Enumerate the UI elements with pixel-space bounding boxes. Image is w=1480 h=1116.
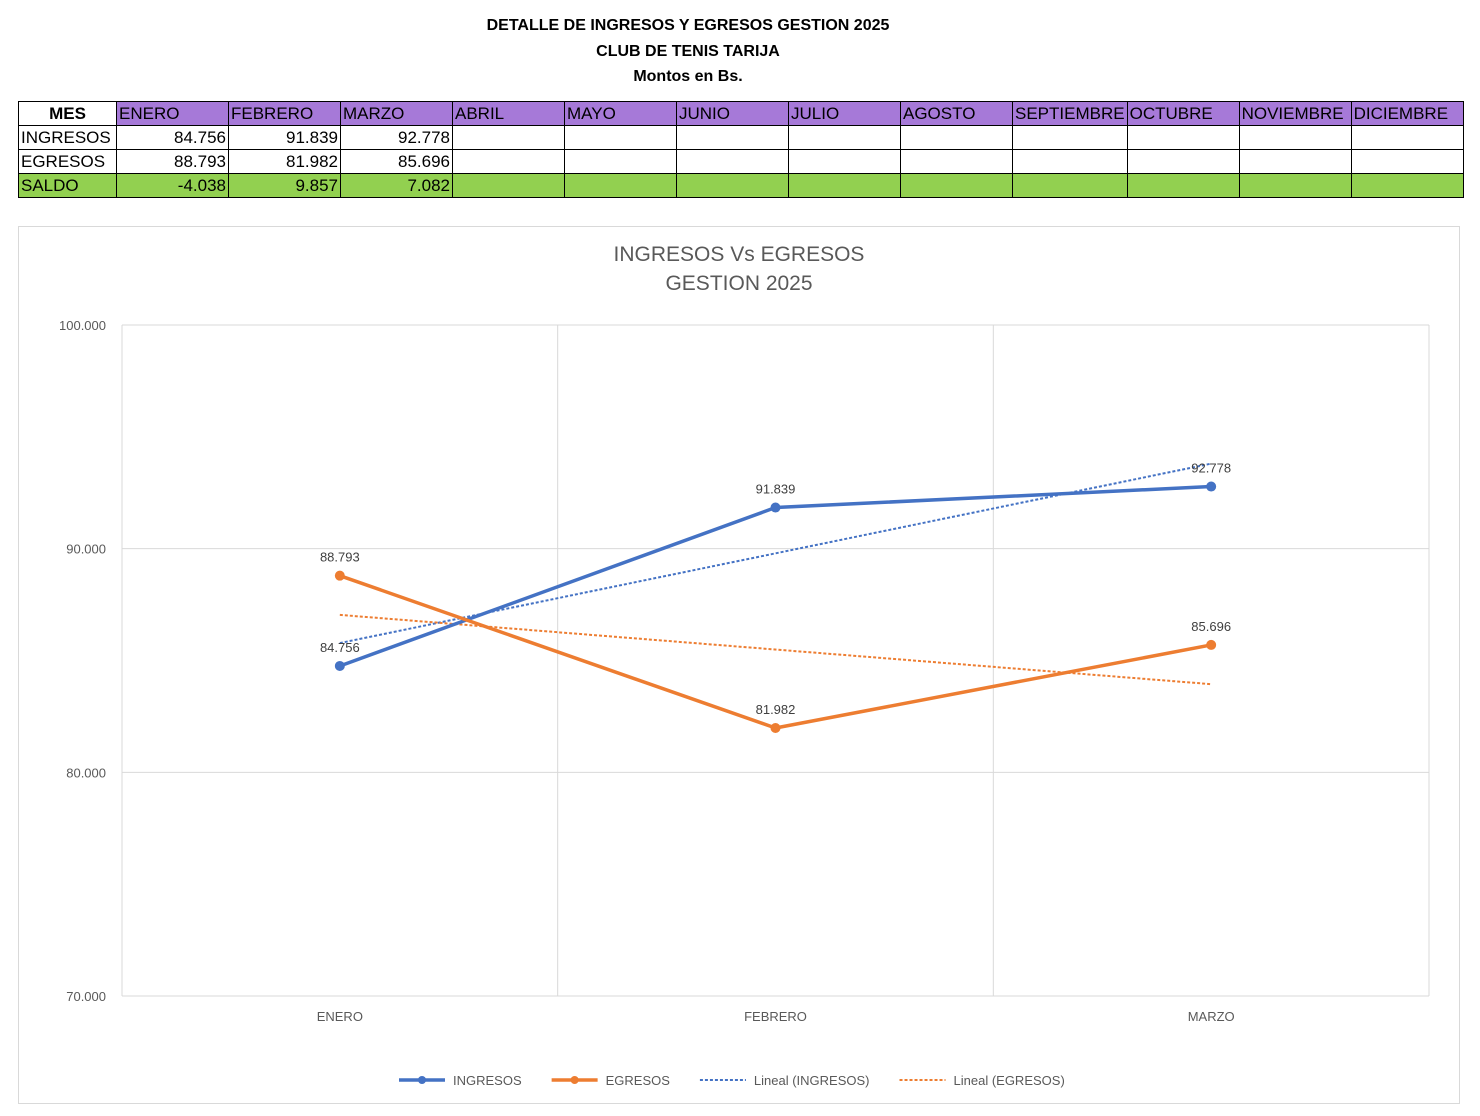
y-tick-label: 100.000 [59, 318, 106, 333]
cell-ingresos-junio[interactable] [676, 125, 789, 150]
cell-ingresos-diciembre[interactable] [1350, 125, 1464, 150]
data-point-ingresos [334, 660, 345, 671]
club-name: CLUB DE TENIS TARIJA [596, 43, 780, 60]
legend-marker-egresos [570, 1076, 579, 1084]
cell-ingresos-febrero[interactable]: 91.839 [228, 125, 341, 150]
legend-label-egresos: EGRESOS [606, 1073, 671, 1088]
data-label-ingresos: 92.778 [1191, 461, 1231, 476]
header-cell-febrero[interactable]: FEBRERO [228, 101, 341, 126]
cell-egresos-mayo[interactable] [564, 149, 677, 174]
cell-ingresos-octubre[interactable] [1126, 125, 1240, 150]
header-cell-marzo[interactable]: MARZO [340, 101, 453, 126]
cell-saldo-marzo[interactable]: 7.082 [340, 173, 453, 198]
header-cell-octubre[interactable]: OCTUBRE [1126, 101, 1240, 126]
data-label-egresos: 85.696 [1191, 619, 1231, 634]
data-point-egresos [334, 570, 345, 581]
cell-egresos-abril[interactable] [452, 149, 565, 174]
data-label-egresos: 88.793 [320, 550, 360, 565]
cell-ingresos-septiembre[interactable] [1012, 125, 1128, 150]
series-line-ingresos [338, 484, 1213, 668]
cell-ingresos-mayo[interactable] [564, 125, 677, 150]
header-cell-julio[interactable]: JULIO [788, 101, 901, 126]
chart-title-line-1: INGRESOS Vs EGRESOS [614, 243, 865, 266]
row-label-ingresos[interactable]: INGRESOS [18, 125, 117, 150]
cell-egresos-septiembre[interactable] [1012, 149, 1128, 174]
data-point-ingresos [1206, 481, 1217, 492]
data-label-ingresos: 91.839 [756, 482, 796, 497]
table-row-ingresos: INGRESOS 84.756 91.839 92.778 [18, 125, 1464, 150]
report-title: DETALLE DE INGRESOS Y EGRESOS GESTION 20… [486, 17, 890, 34]
cell-egresos-octubre[interactable] [1126, 149, 1240, 174]
header-cell-enero[interactable]: ENERO [116, 101, 229, 126]
header-cell-abril[interactable]: ABRIL [452, 101, 565, 126]
table-row-saldo: SALDO -4.038 9.857 7.082 [18, 173, 1464, 198]
cell-saldo-julio[interactable] [788, 173, 901, 198]
cell-ingresos-enero[interactable]: 84.756 [116, 125, 229, 150]
data-point-egresos [1206, 639, 1217, 650]
cell-ingresos-julio[interactable] [788, 125, 901, 150]
table-row-egresos: EGRESOS 88.793 81.982 85.696 [18, 149, 1464, 174]
cell-saldo-enero[interactable]: -4.038 [116, 173, 229, 198]
cell-egresos-agosto[interactable] [900, 149, 1013, 174]
header-cell-septiembre[interactable]: SEPTIEMBRE [1012, 101, 1128, 126]
cell-saldo-febrero[interactable]: 9.857 [228, 173, 341, 198]
table-header-row: MES ENERO FEBRERO MARZO ABRIL MAYO JUNIO JULIO A… [18, 101, 1464, 126]
header-cell-noviembre[interactable]: NOVIEMBRE [1238, 101, 1352, 126]
summary-table: MES ENERO FEBRERO MARZO ABRIL MAYO JUNIO JULIO A… [18, 101, 1464, 198]
x-tick-label: MARZO [1188, 1009, 1235, 1024]
data-label-egresos: 81.982 [756, 702, 796, 717]
cell-egresos-junio[interactable] [676, 149, 789, 174]
currency-note: Montos en Bs. [633, 68, 743, 85]
cell-saldo-junio[interactable] [676, 173, 789, 198]
header-cell-mes[interactable]: MES [18, 101, 117, 126]
header-cell-mayo[interactable]: MAYO [564, 101, 677, 126]
y-tick-label: 90.000 [66, 542, 106, 557]
cell-egresos-marzo[interactable]: 85.696 [340, 149, 453, 174]
header-cell-diciembre[interactable]: DICIEMBRE [1350, 101, 1464, 126]
legend-marker-ingresos [418, 1076, 426, 1084]
cell-egresos-diciembre[interactable] [1350, 149, 1464, 174]
row-label-egresos[interactable]: EGRESOS [18, 149, 117, 174]
legend-label-lineal-egresos: Lineal (EGRESOS) [954, 1073, 1065, 1088]
cell-ingresos-agosto[interactable] [900, 125, 1013, 150]
cell-saldo-diciembre[interactable] [1350, 173, 1464, 198]
cell-egresos-julio[interactable] [788, 149, 901, 174]
chart-title-line-2: GESTION 2025 [665, 272, 812, 295]
cell-saldo-mayo[interactable] [564, 173, 677, 198]
chart-area[interactable]: INGRESOS Vs EGRESOS GESTION 2025 70.000 80.… [18, 226, 1460, 1104]
legend-label-ingresos: INGRESOS [453, 1073, 522, 1088]
cell-egresos-enero[interactable]: 88.793 [116, 149, 229, 174]
line-chart: INGRESOS Vs EGRESOS GESTION 2025 70.000 80.… [59, 243, 1430, 1088]
cell-saldo-septiembre[interactable] [1012, 173, 1128, 198]
cell-egresos-febrero[interactable]: 81.982 [228, 149, 341, 174]
cell-saldo-abril[interactable] [452, 173, 565, 198]
header-cell-agosto[interactable]: AGOSTO [900, 101, 1013, 126]
y-tick-label: 70.000 [66, 989, 106, 1004]
row-label-saldo[interactable]: SALDO [18, 173, 117, 198]
trendline-egresos [339, 613, 1212, 686]
cell-saldo-octubre[interactable] [1126, 173, 1240, 198]
data-point-egresos [770, 723, 781, 734]
y-tick-label: 80.000 [66, 765, 106, 780]
data-label-ingresos: 84.756 [320, 640, 360, 655]
cell-ingresos-marzo[interactable]: 92.778 [340, 125, 453, 150]
x-tick-label: FEBRERO [744, 1009, 807, 1024]
data-point-ingresos [770, 502, 781, 513]
header-cell-junio[interactable]: JUNIO [676, 101, 789, 126]
cell-ingresos-abril[interactable] [452, 125, 565, 150]
cell-egresos-noviembre[interactable] [1238, 149, 1352, 174]
x-tick-label: ENERO [317, 1009, 363, 1024]
cell-saldo-noviembre[interactable] [1238, 173, 1352, 198]
legend-label-lineal-ingresos: Lineal (INGRESOS) [754, 1073, 870, 1088]
cell-saldo-agosto[interactable] [900, 173, 1013, 198]
cell-ingresos-noviembre[interactable] [1238, 125, 1352, 150]
